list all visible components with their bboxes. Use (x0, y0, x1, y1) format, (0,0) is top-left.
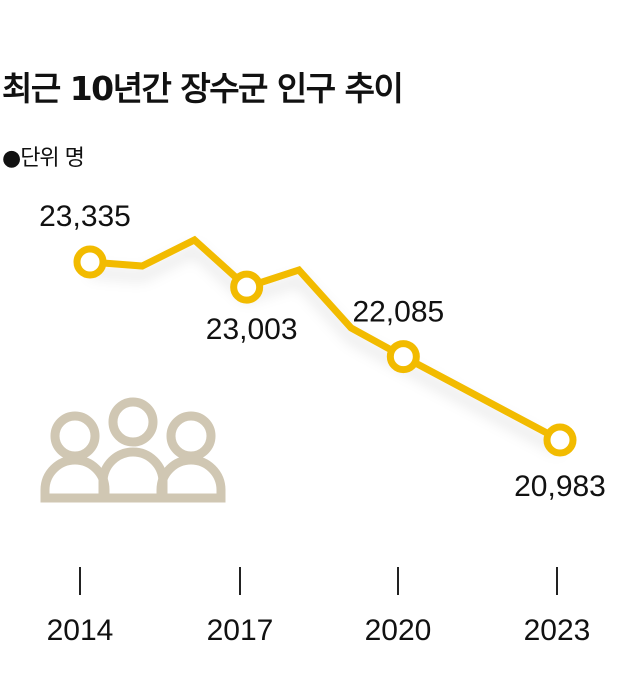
data-point-2023 (543, 423, 577, 457)
data-point-2014 (73, 245, 107, 279)
series-line (89, 235, 562, 444)
x-tick-label-2020: 2020 (365, 614, 432, 647)
data-point-2017 (230, 270, 264, 304)
chart-title: 최근 10년간 장수군 인구 추이 (2, 69, 404, 108)
data-label-2023: 20,983 (514, 470, 606, 503)
data-label-2020: 22,085 (352, 296, 444, 329)
x-tick-label-2023: 2023 (524, 614, 591, 647)
data-label-2017: 23,003 (206, 313, 298, 346)
unit-label: ●단위 명 (2, 146, 85, 171)
data-point-2020 (386, 340, 420, 374)
people-group-icon (40, 397, 226, 503)
x-tick-label-2017: 2017 (207, 614, 274, 647)
x-tick-label-2014: 2014 (47, 614, 114, 647)
data-label-2014: 23,335 (39, 200, 131, 233)
